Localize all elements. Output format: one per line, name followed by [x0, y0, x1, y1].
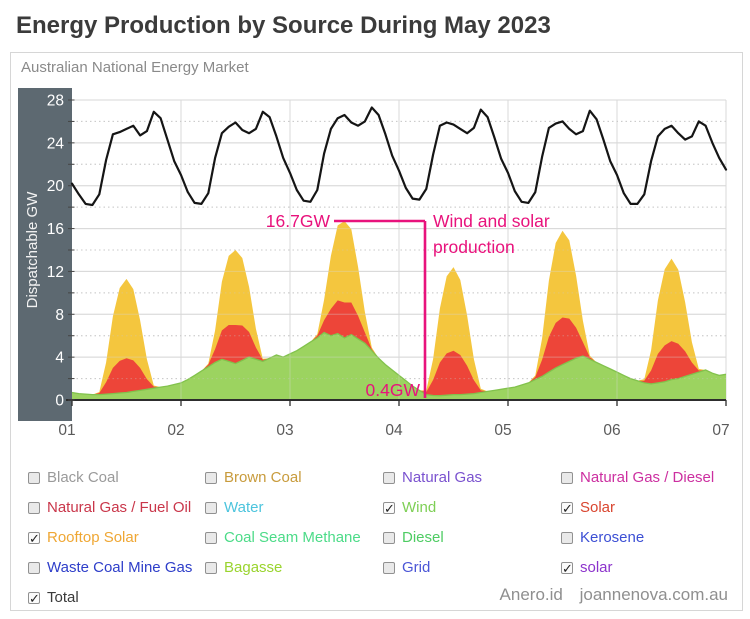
- energy-chart: 01 02 03 04 05 06 070481216202428Dispatchable …: [18, 88, 730, 439]
- legend-item-black-coal[interactable]: Black Coal: [28, 469, 205, 486]
- legend-label: Natural Gas / Fuel Oil: [47, 499, 192, 516]
- legend-label: Kerosene: [580, 529, 645, 546]
- legend-item-solar[interactable]: solar: [561, 559, 734, 577]
- legend-item-coal-seam-methane[interactable]: Coal Seam Methane: [205, 529, 383, 546]
- checkbox-unchecked-icon[interactable]: [205, 561, 217, 574]
- legend-item-natural-gas[interactable]: Natural Gas: [383, 469, 561, 486]
- legend-label: Bagasse: [224, 559, 283, 576]
- legend-item-diesel[interactable]: Diesel: [383, 529, 561, 546]
- checkbox-checked-icon[interactable]: [561, 560, 573, 577]
- y-tick-label: 28: [47, 93, 64, 110]
- legend-label: Total: [47, 589, 79, 606]
- checkbox-unchecked-icon[interactable]: [561, 471, 573, 484]
- y-tick-label: 0: [55, 393, 64, 410]
- wind-area: [72, 332, 726, 400]
- legend-item-solar[interactable]: Solar: [561, 499, 734, 517]
- checkbox-unchecked-icon[interactable]: [28, 501, 40, 514]
- chart-subtitle: Australian National Energy Market: [21, 59, 249, 76]
- legend-label: Brown Coal: [224, 469, 302, 486]
- legend-label: Water: [224, 499, 264, 516]
- y-tick-label: 4: [55, 350, 64, 367]
- page-title: Energy Production by Source During May 2…: [16, 12, 551, 39]
- x-tick-label: 04: [385, 422, 403, 439]
- y-tick-label: 12: [47, 264, 64, 281]
- checkbox-unchecked-icon[interactable]: [205, 471, 217, 484]
- checkbox-unchecked-icon[interactable]: [28, 471, 40, 484]
- legend-item-total[interactable]: Total: [28, 589, 205, 607]
- legend-label: Diesel: [402, 529, 444, 546]
- checkbox-unchecked-icon[interactable]: [383, 531, 395, 544]
- site-text: joannenova.com.au: [579, 585, 728, 604]
- legend-item-natural-gas-fuel-oil[interactable]: Natural Gas / Fuel Oil: [28, 499, 205, 516]
- x-tick-label: 07: [712, 422, 729, 439]
- chart-card: Australian National Energy Market 01 02 03…: [10, 52, 743, 611]
- legend-label: Rooftop Solar: [47, 529, 139, 546]
- legend-label: Solar: [580, 499, 616, 516]
- gridlines: [72, 99, 726, 400]
- x-tick-label: 01: [58, 422, 75, 439]
- attribution: Anero.id joannenova.com.au: [488, 585, 728, 605]
- legend-label: Natural Gas / Diesel: [580, 469, 715, 486]
- legend-label: Coal Seam Methane: [224, 529, 361, 546]
- x-tick-label: 05: [494, 422, 511, 439]
- y-tick-label: 16: [47, 221, 64, 238]
- total-line: [70, 106, 728, 207]
- checkbox-checked-icon[interactable]: [383, 500, 395, 517]
- legend-item-wind[interactable]: Wind: [383, 499, 561, 517]
- x-tick-label: 06: [603, 422, 620, 439]
- checkbox-unchecked-icon[interactable]: [383, 471, 395, 484]
- checkbox-checked-icon[interactable]: [28, 590, 40, 607]
- x-tick-label: 03: [276, 422, 293, 439]
- legend-item-rooftop-solar[interactable]: Rooftop Solar: [28, 529, 205, 547]
- legend-label: Black Coal: [47, 469, 119, 486]
- y-axis-title: Dispatchable GW: [24, 191, 41, 309]
- checkbox-unchecked-icon[interactable]: [205, 531, 217, 544]
- checkbox-checked-icon[interactable]: [28, 530, 40, 547]
- checkbox-unchecked-icon[interactable]: [383, 561, 395, 574]
- legend-item-waste-coal-mine-gas[interactable]: Waste Coal Mine Gas: [28, 559, 205, 576]
- checkbox-unchecked-icon[interactable]: [561, 531, 573, 544]
- legend-item-kerosene[interactable]: Kerosene: [561, 529, 734, 546]
- y-tick-label: 24: [47, 135, 65, 152]
- y-tick-label: 20: [47, 178, 65, 195]
- legend-label: Waste Coal Mine Gas: [47, 559, 193, 576]
- legend-label: Natural Gas: [402, 469, 483, 486]
- y-tick-label: 8: [55, 307, 64, 324]
- brand-text: Anero.id: [499, 585, 563, 604]
- legend-item-brown-coal[interactable]: Brown Coal: [205, 469, 383, 486]
- y-axis-band: [18, 88, 72, 421]
- legend-label: Wind: [402, 499, 437, 516]
- wind-area-edge: [71, 331, 727, 397]
- annotation-min-label: 0.4GW: [366, 380, 421, 400]
- legend-item-grid[interactable]: Grid: [383, 559, 561, 576]
- checkbox-unchecked-icon[interactable]: [28, 561, 40, 574]
- series-legend: Black Coal Brown Coal Natural Gas Natural G…: [28, 469, 734, 619]
- legend-item-water[interactable]: Water: [205, 499, 383, 516]
- checkbox-unchecked-icon[interactable]: [205, 501, 217, 514]
- legend-label: solar: [580, 559, 613, 576]
- gridlines: [72, 99, 726, 400]
- checkbox-checked-icon[interactable]: [561, 500, 573, 517]
- annotation-note: Wind and solar production: [433, 211, 550, 257]
- legend-label: Grid: [402, 559, 431, 576]
- legend-item-natural-gas-diesel[interactable]: Natural Gas / Diesel: [561, 469, 734, 486]
- annotation-peak-label: 16.7GW: [266, 211, 331, 231]
- legend-item-bagasse[interactable]: Bagasse: [205, 559, 383, 576]
- x-tick-label: 02: [167, 422, 184, 439]
